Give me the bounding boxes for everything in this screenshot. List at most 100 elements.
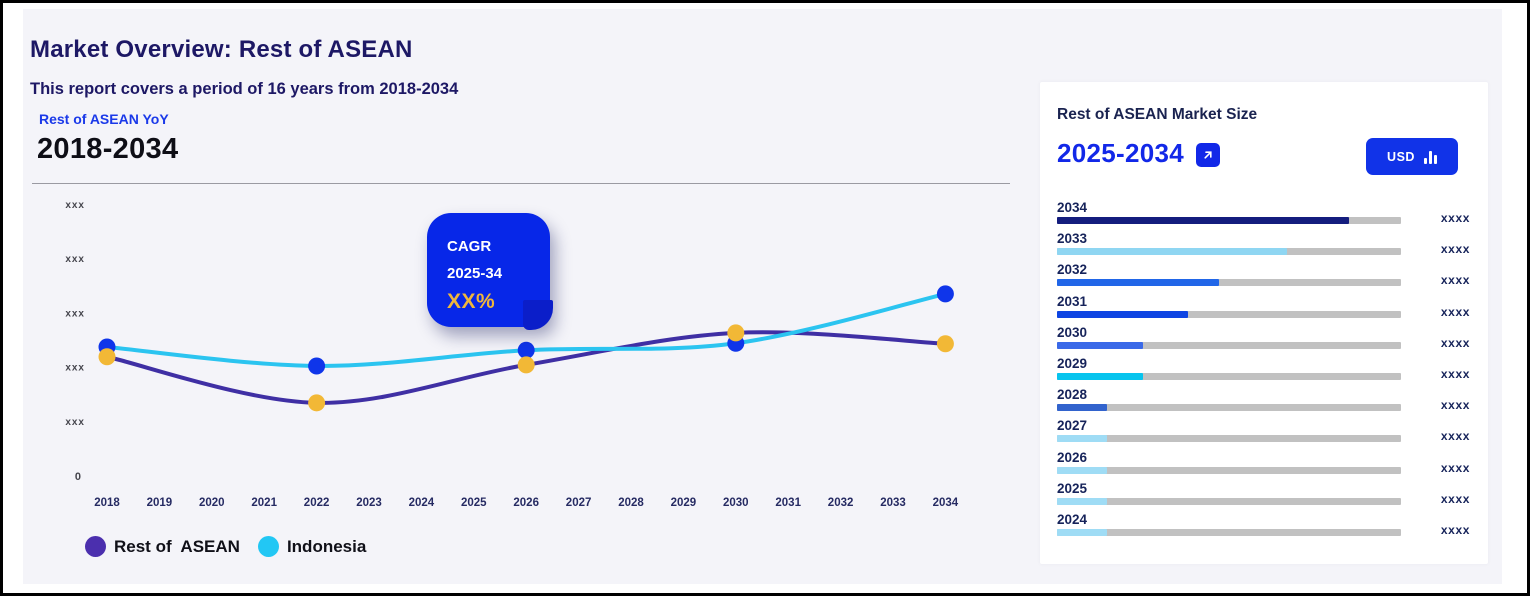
row-bar-fill: [1057, 466, 1107, 474]
row-bar-track: [1057, 279, 1401, 287]
x-tick-label: 2027: [566, 497, 592, 509]
row-value: xxxx: [1440, 460, 1470, 475]
yoy-line-chart: xxx xxx xxx xxx xxx 0 2018 2019 2020 2021 2022 2023…: [65, 200, 959, 509]
page-title: Market Overview: Rest of ASEAN: [30, 36, 413, 63]
row-bar-fill: [1057, 248, 1288, 256]
legend-dot-icon: [85, 536, 106, 557]
row-value: xxxx: [1440, 491, 1470, 506]
row-bar-fill: [1057, 528, 1107, 536]
cagr-tooltip: CAGR 2025-34 XX%: [427, 213, 553, 330]
currency-usd-button[interactable]: USD: [1366, 138, 1458, 175]
market-size-row: 2027 xxxx: [1057, 418, 1470, 449]
row-value: xxxx: [1440, 366, 1470, 381]
y-tick-label: xxx: [65, 308, 85, 319]
row-bar-fill: [1057, 310, 1188, 318]
market-size-card: Rest of ASEAN Market Size 2025-2034 USD …: [1040, 82, 1488, 564]
row-year-label: 2025: [1057, 480, 1088, 496]
data-point-rest-of-asean-2026: [517, 356, 535, 374]
row-year-label: 2030: [1057, 324, 1088, 340]
data-point-rest-of-asean-2022: [308, 394, 326, 412]
market-size-row: 2034 xxxx: [1057, 200, 1470, 231]
x-tick-label: 2019: [147, 497, 173, 509]
page-subtitle: This report covers a period of 16 years …: [30, 80, 459, 98]
row-bar-track: [1057, 497, 1401, 505]
row-bar-fill: [1057, 279, 1219, 287]
x-tick-label: 2018: [94, 497, 120, 509]
row-value: xxxx: [1440, 304, 1470, 319]
market-size-rows: 2034 xxxx 2033 xxxx 2032 xxxx 2031 xxxx …: [1057, 200, 1470, 543]
row-year-label: 2031: [1057, 293, 1088, 309]
legend-item[interactable]: Rest of ASEAN: [85, 536, 240, 557]
row-bar-track: [1057, 372, 1401, 380]
header-divider: [32, 183, 1010, 184]
row-year-label: 2024: [1057, 511, 1088, 527]
open-range-button[interactable]: [1196, 143, 1221, 167]
market-size-row: 2032 xxxx: [1057, 262, 1470, 293]
x-tick-label: 2033: [880, 497, 906, 509]
x-tick-label: 2029: [671, 497, 697, 509]
market-size-range-link[interactable]: 2025-2034: [1057, 138, 1185, 168]
arrow-up-right-icon: [1204, 151, 1212, 159]
y-tick-label: xxx: [65, 417, 85, 428]
market-size-row: 2030 xxxx: [1057, 325, 1470, 356]
market-size-range-row: 2025-2034: [1057, 138, 1221, 169]
cagr-tooltip-title: CAGR: [447, 238, 492, 255]
market-size-row: 2025 xxxx: [1057, 481, 1470, 512]
x-tick-label: 2026: [513, 497, 539, 509]
row-year-label: 2032: [1057, 262, 1088, 278]
row-bar-track: [1057, 466, 1401, 474]
data-point-indonesia-2026: [517, 341, 535, 359]
row-bar-fill: [1057, 372, 1143, 380]
legend-item[interactable]: Indonesia: [257, 536, 367, 557]
row-year-label: 2028: [1057, 387, 1088, 403]
row-value: xxxx: [1440, 211, 1470, 225]
row-bar-track: [1057, 528, 1401, 536]
x-tick-label: 2025: [461, 497, 487, 509]
row-year-label: 2033: [1057, 231, 1088, 247]
market-size-row: 2031 xxxx: [1057, 294, 1470, 325]
row-year-label: 2026: [1057, 449, 1088, 465]
market-size-row: 2029 xxxx: [1057, 356, 1470, 387]
row-bar-track: [1057, 404, 1401, 412]
row-year-label: 2034: [1057, 200, 1088, 215]
currency-usd-label: USD: [1387, 149, 1415, 164]
y-tick-label: xxx: [65, 254, 85, 265]
data-point-indonesia-2034: [936, 285, 954, 303]
x-tick-label: 2020: [199, 497, 225, 509]
row-value: xxxx: [1440, 429, 1470, 444]
market-size-row: 2028 xxxx: [1057, 387, 1470, 418]
bar-chart-icon: [1423, 150, 1437, 164]
row-bar-track: [1057, 435, 1401, 443]
legend-label: Indonesia: [286, 536, 367, 556]
row-year-label: 2027: [1057, 418, 1088, 434]
x-tick-label: 2028: [618, 497, 644, 509]
market-size-row: 2026 xxxx: [1057, 450, 1470, 481]
row-bar-track: [1057, 248, 1401, 256]
row-value: xxxx: [1440, 335, 1470, 350]
row-bar-fill: [1057, 217, 1350, 224]
row-bar-track: [1057, 310, 1401, 318]
row-value: xxxx: [1440, 398, 1470, 413]
row-value: xxxx: [1440, 522, 1470, 537]
row-value: xxxx: [1440, 273, 1470, 288]
data-point-rest-of-asean-2034: [936, 335, 954, 353]
cagr-tooltip-value: XX%: [447, 290, 496, 313]
market-size-row: 2024 xxxx: [1057, 512, 1470, 543]
x-tick-label: 2031: [775, 497, 801, 509]
x-tick-label: 2023: [356, 497, 382, 509]
cagr-tooltip-period: 2025-34: [447, 265, 503, 282]
y-tick-label: xxx: [65, 363, 85, 374]
x-tick-label: 2032: [828, 497, 854, 509]
chart-legend: Rest of ASEAN Indonesia: [85, 536, 366, 557]
row-bar-fill: [1057, 341, 1143, 349]
legend-dot-icon: [257, 536, 279, 557]
row-bar-fill: [1057, 435, 1107, 443]
row-bar-fill: [1057, 497, 1107, 505]
market-size-row: 2033 xxxx: [1057, 231, 1470, 262]
row-bar-track: [1057, 217, 1401, 224]
row-bar-fill: [1057, 404, 1107, 412]
x-tick-label: 2034: [933, 497, 959, 509]
data-point-rest-of-asean-2018: [98, 348, 116, 366]
row-year-label: 2029: [1057, 355, 1088, 371]
market-size-title: Rest of ASEAN Market Size: [1057, 106, 1258, 123]
